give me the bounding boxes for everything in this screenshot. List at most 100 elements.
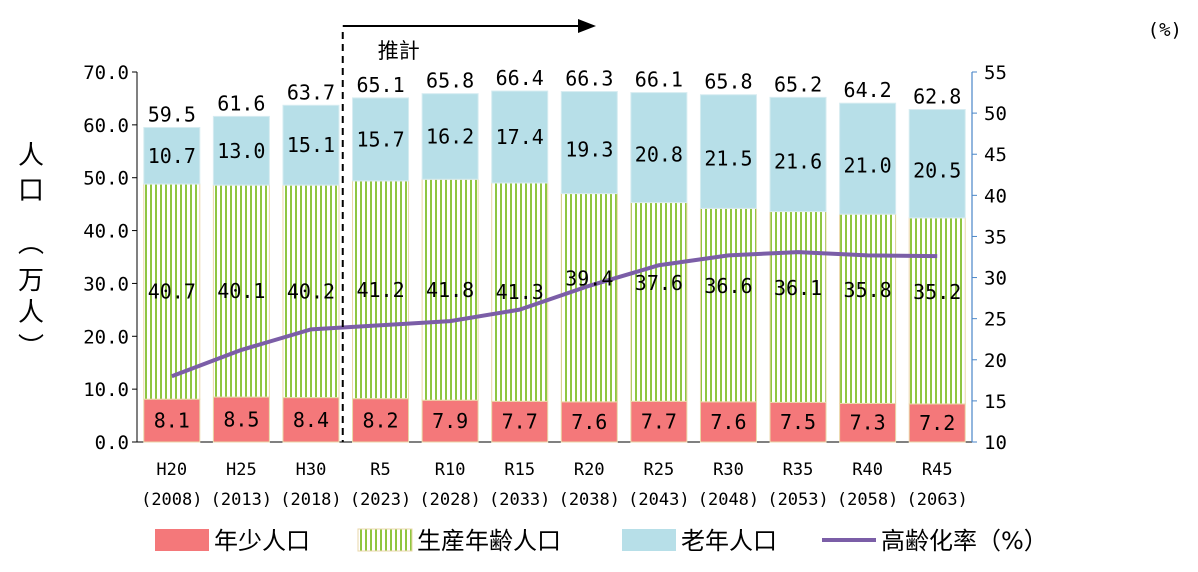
left-tick-label: 50.0 <box>83 168 129 190</box>
projection-arrow-head <box>578 19 596 33</box>
left-tick-label: 20.0 <box>83 326 129 348</box>
right-tick-label: 55 <box>984 62 1007 84</box>
right-tick-label: 15 <box>984 391 1007 413</box>
bar-working <box>421 178 479 401</box>
right-tick-label: 35 <box>984 226 1007 248</box>
y-axis-title-char: ︵ <box>18 229 44 259</box>
label-working: 35.8 <box>844 278 892 302</box>
bar-elderly <box>212 115 270 186</box>
label-elderly: 15.7 <box>356 127 404 151</box>
legend-label-rate: 高齢化率（%） <box>881 527 1048 555</box>
category-label: H30 <box>296 460 327 480</box>
category-year: (2048) <box>698 490 759 510</box>
projection-label: 推計 <box>378 39 420 63</box>
bars-layer <box>143 90 966 443</box>
bar-working <box>352 180 410 400</box>
bar-young <box>699 401 757 443</box>
label-total: 66.1 <box>635 68 683 92</box>
category-label: R10 <box>435 460 466 480</box>
label-total: 61.6 <box>217 91 265 115</box>
label-young: 8.5 <box>223 408 259 432</box>
label-working: 36.6 <box>704 274 752 298</box>
label-total: 65.1 <box>356 73 404 97</box>
left-tick-label: 40.0 <box>83 221 129 243</box>
y-axis-title-char: 人 <box>18 298 44 328</box>
left-tick-label: 0.0 <box>95 432 129 454</box>
category-label: R5 <box>370 460 390 480</box>
category-year: (2033) <box>489 490 550 510</box>
label-young: 8.1 <box>154 409 190 433</box>
label-total: 63.7 <box>287 80 335 104</box>
label-elderly: 21.6 <box>774 149 822 173</box>
bar-elderly <box>560 91 618 195</box>
left-tick-label: 60.0 <box>83 115 129 137</box>
category-year: (2038) <box>559 490 620 510</box>
bar-young <box>143 398 201 443</box>
left-tick-label: 70.0 <box>83 62 129 84</box>
bar-elderly <box>491 90 549 184</box>
label-young: 8.2 <box>362 408 398 432</box>
label-total: 65.2 <box>774 72 822 96</box>
category-year: (2018) <box>280 490 341 510</box>
label-elderly: 13.0 <box>217 139 265 163</box>
y-axis-title-char: 人 <box>18 141 44 171</box>
bar-elderly <box>769 96 827 213</box>
y-axis-title-char: 口 <box>18 176 44 206</box>
left-tick-label: 30.0 <box>83 273 129 295</box>
bar-young <box>352 398 410 443</box>
bar-young <box>212 396 270 443</box>
label-elderly: 19.3 <box>565 138 613 162</box>
aging-rate-line-layer <box>171 250 938 379</box>
label-young: 7.6 <box>710 410 746 434</box>
bar-elderly <box>143 127 201 185</box>
legend: 年少人口 生産年齢人口 老年人口 高齢化率（%） <box>155 527 1048 555</box>
label-total: 66.3 <box>565 67 613 91</box>
y-axis-title-char: ︶ <box>18 333 44 363</box>
label-working: 41.3 <box>496 280 544 304</box>
label-young: 7.5 <box>780 410 816 434</box>
label-elderly: 16.2 <box>426 124 474 148</box>
bar-young <box>421 399 479 443</box>
label-elderly: 20.8 <box>635 143 683 167</box>
bar-working <box>143 183 201 400</box>
right-axis-unit: (%) <box>1148 19 1182 41</box>
category-year: (2058) <box>837 490 898 510</box>
y-axis-title-char: 万 <box>18 266 44 296</box>
bar-elderly <box>630 92 688 204</box>
bar-working <box>282 184 340 399</box>
bar-working <box>769 211 827 403</box>
bar-elderly <box>908 109 966 219</box>
bar-young <box>908 403 966 443</box>
category-year: (2023) <box>350 490 411 510</box>
label-total: 65.8 <box>426 69 474 93</box>
right-tick-label: 30 <box>984 268 1007 290</box>
right-tick-label: 20 <box>984 350 1007 372</box>
right-tick-label: 10 <box>984 432 1007 454</box>
bar-elderly <box>421 93 479 180</box>
category-label: R45 <box>922 460 953 480</box>
right-tick-label: 25 <box>984 309 1007 331</box>
label-working: 36.1 <box>774 276 822 300</box>
category-label: R25 <box>644 460 675 480</box>
category-label: R15 <box>504 460 535 480</box>
label-elderly: 21.5 <box>704 147 752 171</box>
label-young: 7.6 <box>571 410 607 434</box>
bar-elderly <box>839 102 897 215</box>
category-labels-layer: H20 (2008) H25 (2013) H30 (2018) R5 (2023) R10 (2… <box>141 460 968 510</box>
bar-working <box>560 193 618 403</box>
label-working: 40.2 <box>287 279 335 303</box>
bar-young <box>630 400 688 443</box>
bar-elderly <box>282 104 340 186</box>
label-young: 7.2 <box>919 411 955 435</box>
bar-working <box>908 217 966 405</box>
bar-working <box>839 213 897 404</box>
legend-swatch-working <box>357 528 413 552</box>
bar-working <box>699 207 757 403</box>
label-total: 59.5 <box>148 103 196 127</box>
label-total: 65.8 <box>704 70 752 94</box>
legend-swatch-elderly <box>622 529 676 551</box>
label-young: 7.3 <box>850 411 886 435</box>
category-label: R35 <box>783 460 814 480</box>
